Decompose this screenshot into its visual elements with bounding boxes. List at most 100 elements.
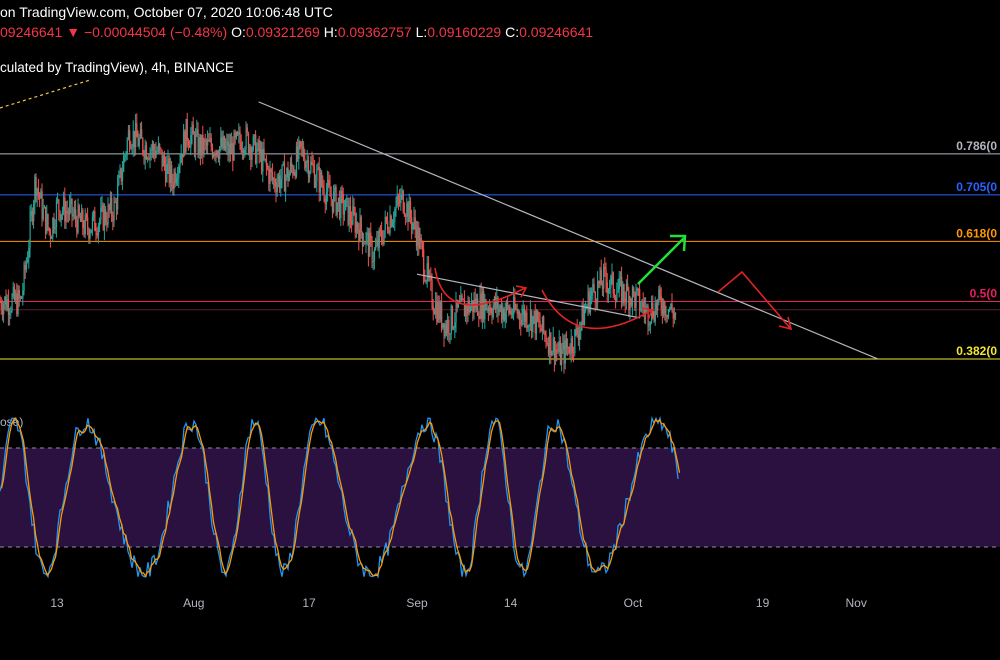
candle-body (226, 141, 228, 146)
candle-body (309, 171, 311, 178)
candle-body (397, 195, 400, 200)
red-projection (717, 270, 791, 329)
candle-body (124, 155, 126, 158)
red-arc-2-arrowhead (641, 307, 654, 321)
candle-body (546, 343, 548, 345)
candle-body (161, 149, 163, 167)
candle-body (391, 222, 394, 227)
candle-body (1, 309, 4, 315)
candle-body (191, 124, 193, 135)
candle-body (291, 162, 293, 168)
candle-body (564, 339, 566, 364)
candle-body (106, 222, 108, 225)
price-change: −0.00044504 (83, 24, 167, 40)
candle-body (329, 185, 331, 197)
candle-body (640, 308, 642, 311)
candle-body (222, 136, 224, 149)
candle-body (322, 185, 324, 188)
candle-body (112, 215, 114, 222)
price-change-percent: (−0.48%) (169, 24, 228, 40)
high-label: H: (323, 24, 338, 40)
candle-body (83, 228, 85, 235)
candle-body (589, 296, 592, 312)
candle-body (23, 265, 25, 291)
candle-body (611, 272, 613, 277)
candle-body (169, 165, 172, 184)
candle-body (29, 215, 31, 249)
candle-body (541, 316, 544, 332)
candle-body (509, 310, 511, 314)
symbol-info-line[interactable]: culated by TradingView), 4h, BINANCE (0, 60, 234, 75)
candle-body (328, 179, 330, 186)
candle-body (593, 283, 595, 292)
candle-body (81, 209, 83, 222)
candle-body (549, 332, 551, 355)
candle-body (331, 199, 334, 212)
fib-label-4: 0.382(0 (956, 344, 997, 358)
candle-body (117, 184, 119, 210)
candle-body (469, 306, 472, 313)
candle-body (207, 139, 209, 146)
candle-body (655, 303, 658, 311)
candle-body (76, 219, 78, 233)
candle-body (447, 319, 449, 334)
candle-body (105, 209, 107, 223)
candle-body (625, 283, 628, 303)
candle-body (636, 288, 638, 291)
candle-body (33, 204, 35, 222)
candle-body (529, 310, 532, 325)
candle-body (179, 162, 181, 167)
candle-body (383, 230, 385, 244)
candle-body (262, 148, 264, 172)
candle-body (190, 134, 192, 148)
candle-body (107, 204, 109, 225)
candle-body (208, 139, 210, 142)
candle-body (13, 286, 16, 301)
candle-body (267, 166, 269, 169)
candle-body (599, 269, 601, 284)
candle-body (274, 178, 276, 187)
candle-body (561, 349, 563, 365)
candle-body (70, 198, 72, 205)
candle-body (456, 299, 458, 308)
candle-body (525, 312, 527, 322)
candle-body (131, 147, 133, 149)
candle-body (87, 217, 89, 230)
candle-body (412, 223, 414, 230)
candle-body (498, 308, 500, 312)
candle-body (342, 193, 344, 215)
ohlc-line: 09246641 ▼ −0.00044504 (−0.48%) O:0.0932… (0, 24, 593, 40)
candle-body (582, 304, 584, 326)
candle-body (324, 198, 326, 204)
candle-body (265, 158, 268, 167)
candle-body (250, 146, 252, 160)
candle-body (49, 231, 52, 239)
candle-body (407, 203, 409, 223)
candle-body (165, 164, 167, 182)
candle-body (484, 299, 486, 320)
candle-body (183, 131, 185, 158)
candle-body (142, 138, 144, 153)
candle-body (113, 201, 115, 222)
candle-body (231, 143, 233, 154)
candle-body (73, 209, 76, 215)
candle-body (355, 222, 358, 233)
candle-body (293, 171, 295, 175)
candle-body (521, 315, 523, 326)
candle-body (337, 197, 340, 203)
fib-label-0: 0.786(0 (956, 139, 997, 153)
candle-body (221, 137, 223, 149)
candle-body (591, 291, 593, 297)
candle-body (382, 239, 384, 244)
candle-body (256, 149, 258, 164)
candle-body (460, 295, 462, 303)
candle-body (238, 132, 240, 135)
candle-body (52, 218, 54, 238)
candle-body (17, 289, 19, 315)
candle-body (102, 204, 104, 230)
candle-body (162, 155, 164, 167)
candle-body (558, 340, 560, 353)
candle-body (341, 190, 343, 194)
close-label: C: (505, 24, 520, 40)
